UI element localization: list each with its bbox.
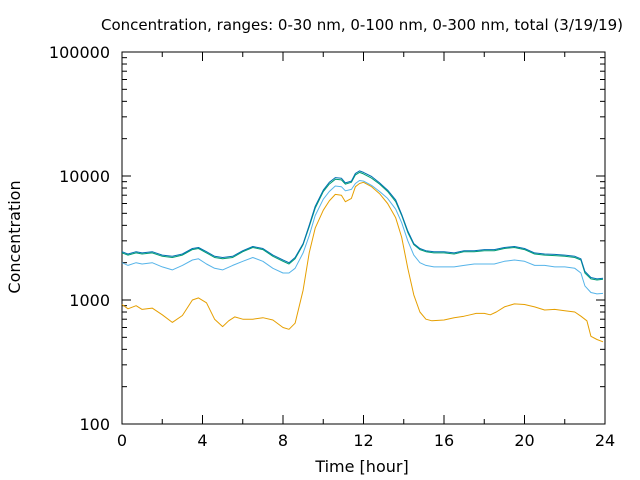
x-tick-label: 12	[353, 431, 373, 450]
y-tick-label: 10000	[59, 167, 110, 186]
plot-frame	[121, 51, 606, 425]
x-tick-label: 4	[197, 431, 207, 450]
y-axis-label: Concentration	[5, 180, 24, 293]
plot-area: 0 4 8 12 16 20 24 100 1000 10000 100000	[49, 43, 615, 450]
series-line-2	[121, 180, 604, 295]
series-line-3	[121, 171, 604, 281]
y-tick-label: 100000	[49, 43, 110, 62]
chart-title: Concentration, ranges: 0-30 nm, 0-100 nm…	[101, 16, 623, 34]
x-tick-label: 16	[434, 431, 454, 450]
y-tick-label: 1000	[69, 291, 110, 310]
x-tick-label: 20	[514, 431, 534, 450]
y-tick-label: 100	[79, 415, 110, 434]
x-tick-label: 8	[278, 431, 288, 450]
series-line-1	[121, 181, 604, 343]
x-tick-label: 24	[595, 431, 615, 450]
series-line-4	[121, 170, 604, 280]
x-axis-label: Time [hour]	[314, 457, 408, 476]
x-tick-label: 0	[117, 431, 127, 450]
